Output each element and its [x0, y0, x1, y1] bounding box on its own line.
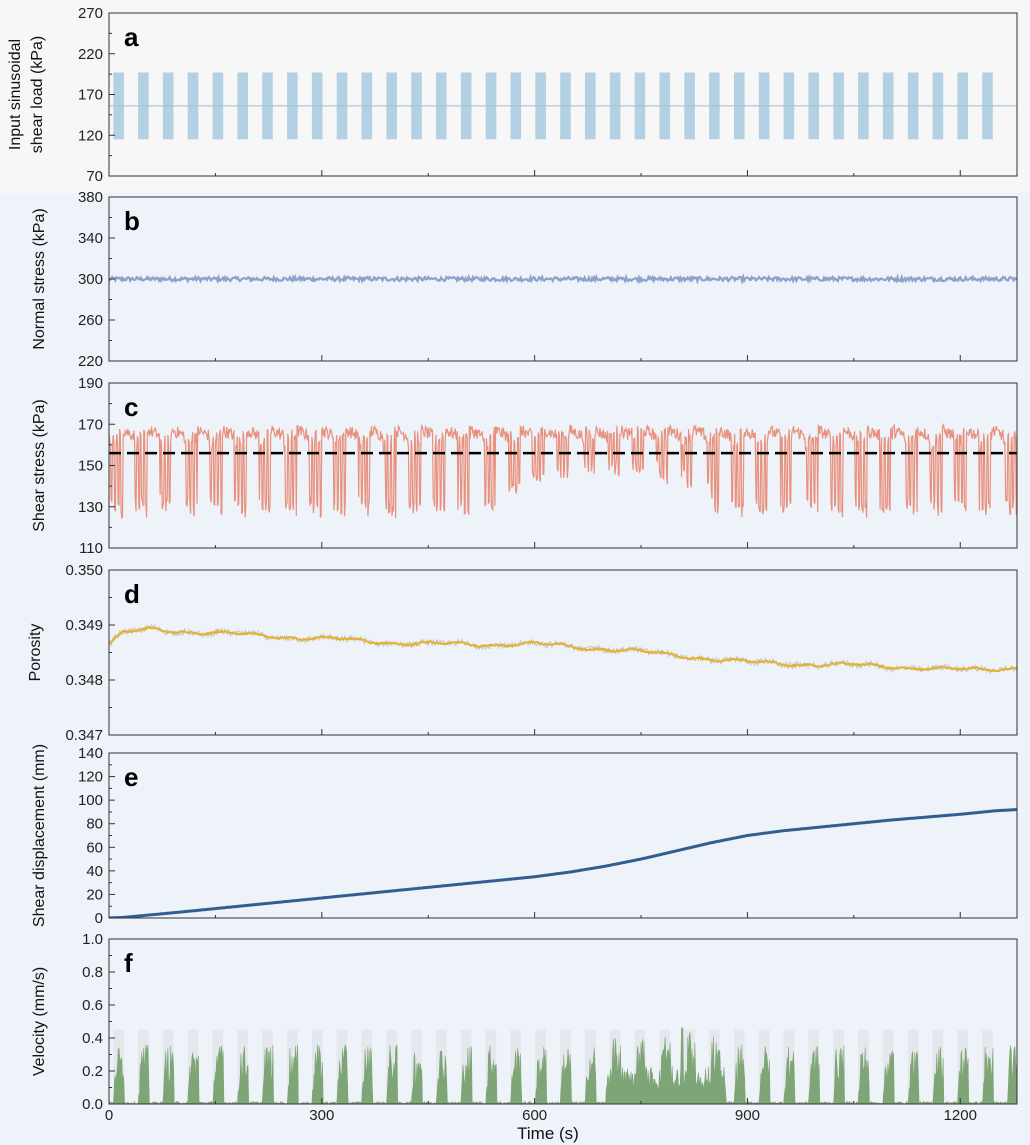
y-tick-label: 70 [86, 168, 103, 185]
y-tick-label: 270 [78, 5, 103, 22]
y-tick-label: 150 [78, 458, 103, 475]
velocity-cycle-band [560, 1029, 571, 1104]
y-tick-label: 170 [78, 416, 103, 433]
y-tick-label: 220 [78, 353, 103, 370]
y-axis-title: Porosity [27, 624, 44, 682]
background-lower [0, 193, 1030, 1145]
y-tick-label: 120 [78, 127, 103, 144]
panel-label: c [124, 392, 138, 422]
y-axis-title: Normal stress (kPa) [31, 208, 48, 349]
panel-e: 0 20 40 60 80 100 120 140 Shear displacement (mm… [31, 744, 1018, 927]
y-tick-label: 20 [86, 886, 103, 903]
y-tick-label: 340 [78, 230, 103, 247]
y-tick-label: 190 [78, 375, 103, 392]
velocity-cycle-band [957, 1029, 968, 1104]
x-tick-label: 1200 [944, 1107, 977, 1124]
y-tick-label: 300 [78, 271, 103, 288]
y-tick-label: 0.349 [65, 617, 103, 634]
panel-e-plot-area [109, 808, 1017, 918]
y-tick-label: 40 [86, 863, 103, 880]
x-axis-title: Time (s) [517, 1124, 579, 1143]
y-tick-label: 60 [86, 839, 103, 856]
y-tick-label: 130 [78, 499, 103, 516]
y-axis-title: Shear displacement (mm) [31, 744, 48, 927]
y-tick-label: 0.8 [82, 964, 103, 981]
y-axis-title: shear load (kPa) [29, 36, 46, 153]
panel-label: d [124, 579, 140, 609]
panel-label: e [124, 762, 138, 792]
panel-f: 0.0 0.2 0.4 0.6 0.8 1.0 Velocity (mm/s) f [31, 931, 1018, 1113]
y-tick-label: 100 [78, 792, 103, 809]
panel-c: 110 130 150 170 190 Shear stress (kPa) c [31, 375, 1018, 557]
y-tick-label: 0.4 [82, 1030, 103, 1047]
y-tick-label: 0 [95, 910, 103, 927]
panel-label: b [124, 206, 140, 236]
y-tick-label: 260 [78, 312, 103, 329]
panel-b: 220 260 300 340 380 Normal stress (kPa) b [31, 189, 1018, 370]
velocity-area [109, 1027, 1017, 1104]
panel-label: a [124, 22, 139, 52]
y-tick-label: 170 [78, 87, 103, 104]
panel-a: 70 120 170 220 270 Input sinusoidal shear load… [7, 5, 1018, 185]
panel-a-plot-area [109, 72, 1017, 140]
x-tick-label: 0 [105, 1107, 113, 1124]
panel-c-plot-area [109, 422, 1017, 520]
panel-label: f [124, 948, 133, 978]
y-tick-label: 110 [79, 540, 103, 557]
y-tick-label: 0.350 [65, 562, 103, 579]
y-tick-label: 0.0 [82, 1096, 103, 1113]
shear-stress-line [109, 422, 1017, 520]
x-tick-label: 300 [309, 1107, 334, 1124]
panel-d-plot-area [109, 622, 1017, 675]
y-tick-label: 1.0 [82, 931, 103, 948]
y-tick-label: 0.6 [82, 997, 103, 1014]
y-axis-title: Shear stress (kPa) [31, 399, 48, 531]
velocity-cycle-band [535, 1029, 546, 1104]
y-tick-label: 0.2 [82, 1063, 103, 1080]
velocity-cycle-band [858, 1029, 869, 1104]
velocity-cycle-band [833, 1029, 844, 1104]
x-tick-label: 900 [735, 1107, 760, 1124]
panel-f-plot-area [109, 1027, 1017, 1104]
y-axis-title: Input sinusoidal [7, 39, 24, 150]
y-tick-label: 120 [78, 769, 103, 786]
y-axis-title: Velocity (mm/s) [31, 967, 48, 1076]
y-tick-label: 220 [78, 46, 103, 63]
y-tick-label: 0.348 [65, 672, 103, 689]
y-tick-label: 80 [86, 816, 103, 833]
porosity-line [109, 625, 1017, 673]
velocity-cycle-band [709, 1029, 720, 1104]
y-tick-label: 140 [78, 745, 103, 762]
velocity-cycle-band [982, 1029, 993, 1104]
y-tick-label: 0.347 [65, 727, 103, 744]
x-tick-label: 600 [522, 1107, 547, 1124]
normal-stress-line [109, 273, 1017, 286]
y-tick-label: 380 [78, 189, 103, 206]
shear-displacement-line [109, 808, 1017, 918]
panel-d: 0.347 0.348 0.349 0.350 Porosity d [27, 562, 1018, 744]
panel-b-plot-area [109, 273, 1017, 286]
